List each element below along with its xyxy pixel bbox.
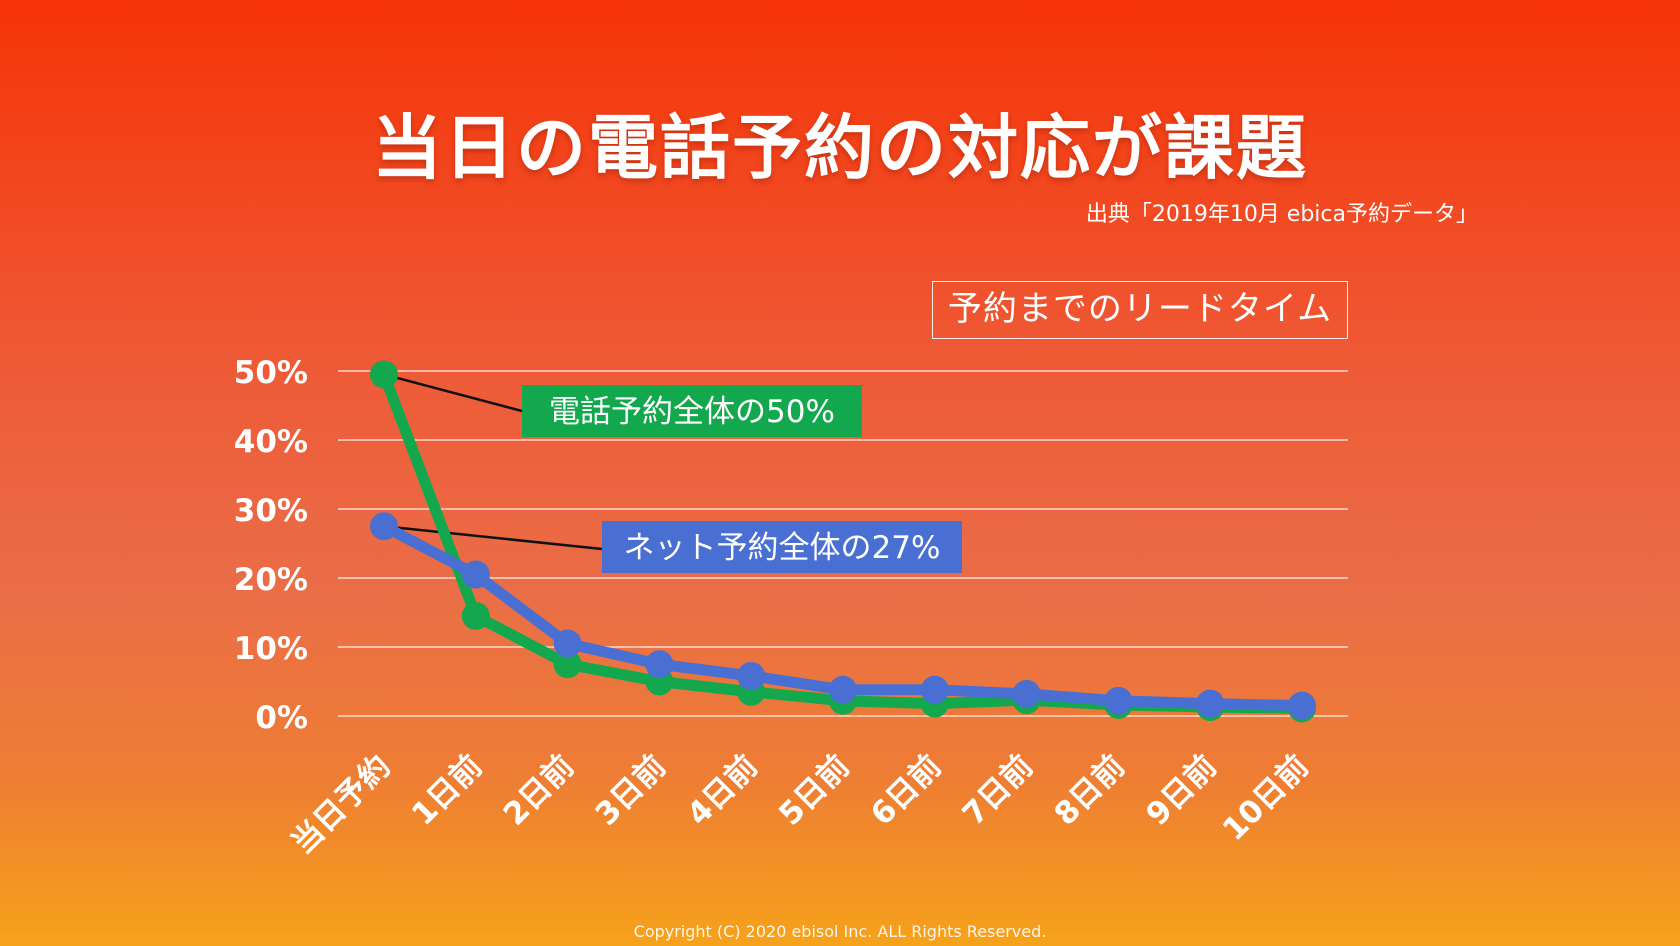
data-point — [920, 675, 949, 704]
callout-box — [522, 385, 862, 437]
series-net — [370, 512, 1316, 720]
x-tick-label: 10日前 — [1216, 748, 1316, 848]
data-point — [645, 650, 674, 679]
y-axis-ticks: 0% 10% 20% 30% 40% 50% — [234, 355, 308, 736]
callout-label: ネット予約全体の27% — [624, 530, 941, 566]
y-tick-label: 30% — [234, 493, 308, 529]
y-tick-label: 0% — [255, 700, 308, 736]
callout-leaders — [383, 373, 603, 551]
data-source: 出典「2019年10月 ebica予約データ」 — [1085, 202, 1478, 227]
callout-box — [602, 521, 962, 573]
x-tick-label: 8日前 — [1048, 748, 1133, 833]
x-tick-label: 当日予約 — [285, 748, 398, 861]
x-tick-label: 2日前 — [497, 748, 582, 833]
callout-phone: 電話予約全体の50% — [522, 385, 862, 437]
y-tick-label: 20% — [234, 562, 308, 598]
x-tick-label: 6日前 — [864, 748, 949, 833]
callout-label: 電話予約全体の50% — [549, 394, 835, 430]
x-tick-label: 1日前 — [405, 748, 490, 833]
data-point — [553, 650, 582, 679]
grid-lines — [338, 370, 1348, 717]
x-tick-label: 9日前 — [1139, 748, 1224, 833]
copyright: Copyright (C) 2020 ebisol Inc. ALL Right… — [633, 922, 1047, 941]
callouts: 電話予約全体の50% ネット予約全体の27% — [522, 385, 962, 573]
data-point — [1012, 679, 1041, 708]
y-tick-label: 50% — [234, 355, 308, 391]
data-point — [461, 601, 490, 630]
data-point — [737, 661, 766, 690]
data-point — [1104, 686, 1133, 715]
data-point — [1288, 691, 1316, 720]
x-tick-label: 3日前 — [589, 748, 674, 833]
x-tick-label: 5日前 — [772, 748, 857, 833]
data-point — [370, 512, 398, 541]
data-point — [553, 629, 582, 658]
data-point — [1196, 689, 1225, 718]
leader-line — [383, 373, 523, 413]
slide-title: 当日の電話予約の対応が課題 — [372, 107, 1308, 189]
leader-line — [383, 525, 603, 551]
chart-title-box: 予約までのリードタイム — [932, 281, 1348, 339]
y-tick-label: 40% — [234, 424, 308, 460]
callout-net: ネット予約全体の27% — [602, 521, 962, 573]
series-group — [370, 360, 1316, 723]
data-point — [370, 360, 398, 389]
x-tick-label: 7日前 — [956, 748, 1041, 833]
x-tick-label: 4日前 — [680, 748, 765, 833]
data-point — [829, 675, 857, 704]
y-tick-label: 10% — [234, 631, 308, 667]
data-point — [461, 560, 490, 589]
